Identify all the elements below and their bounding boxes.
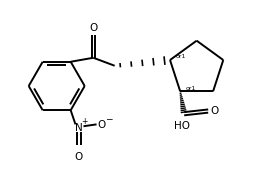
Text: O: O [89, 23, 98, 33]
Text: HO: HO [173, 121, 189, 131]
Text: +: + [81, 117, 88, 126]
Text: O: O [211, 106, 219, 116]
Text: O: O [75, 152, 83, 162]
Text: or1: or1 [176, 53, 186, 59]
Text: or1: or1 [186, 86, 196, 91]
Text: O: O [97, 120, 106, 130]
Text: N: N [75, 123, 83, 133]
Text: −: − [105, 114, 113, 123]
